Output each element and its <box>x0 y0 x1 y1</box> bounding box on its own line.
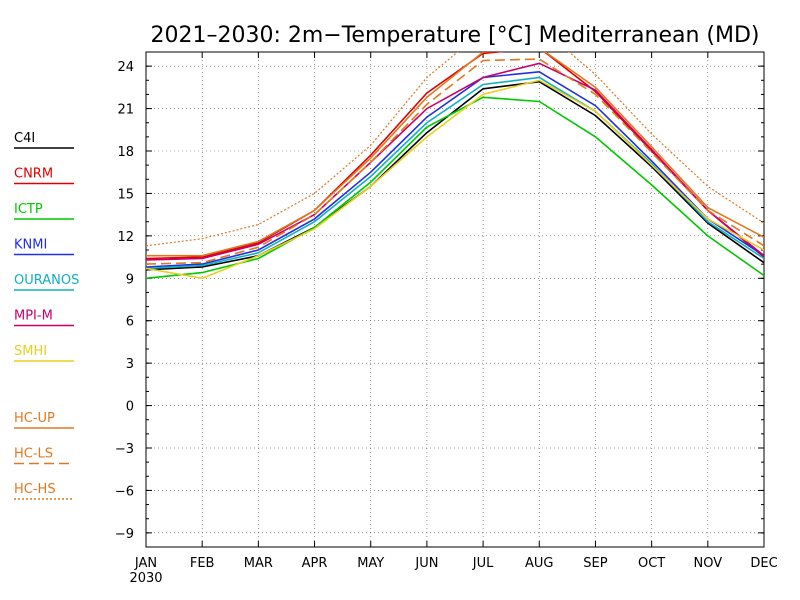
series-line-hc-ls <box>146 58 764 265</box>
series-line-mpi-m <box>146 62 764 261</box>
y-tick-label: 15 <box>117 187 134 202</box>
x-tick-label: DEC <box>750 556 777 571</box>
chart-title: 2021–2030: 2m−Temperature [°C] Mediterra… <box>150 23 759 48</box>
x-tick-label: AUG <box>525 556 553 571</box>
x-tick-label: JUN <box>414 556 438 571</box>
series-group <box>146 52 764 280</box>
y-tick-label: 24 <box>117 60 134 75</box>
y-tick-label: 18 <box>117 145 134 160</box>
x-tick-label: OCT <box>638 556 665 571</box>
x-axis-labels: JAN FEB MAR APR MAY JUN JUL AUG SEP OCT NOV DEC <box>134 556 778 571</box>
y-tick-label: 6 <box>126 315 134 330</box>
y-tick-label: 12 <box>117 230 134 245</box>
x-tick-label: MAR <box>244 556 273 571</box>
y-tick-label: 0 <box>126 400 134 415</box>
y-tick-label: 21 <box>117 103 134 118</box>
series-line-hc-hs <box>146 52 764 247</box>
series-line-smhi <box>146 79 764 280</box>
legend: C4I CNRM ICTP KNMI OURANOS MPI-M SMHI HC-UP HC-L… <box>14 131 79 500</box>
series-line-hc-up <box>146 52 764 257</box>
legend-label: CNRM <box>14 167 53 182</box>
y-tick-label: 9 <box>126 272 134 287</box>
legend-label: C4I <box>14 131 35 146</box>
legend-label: MPI-M <box>14 309 53 324</box>
y-tick-label: −3 <box>115 442 134 457</box>
x-tick-label: FEB <box>190 556 215 571</box>
y-tick-label: −9 <box>115 527 134 542</box>
legend-label: HC-LS <box>14 447 53 462</box>
plot-area <box>145 51 765 548</box>
legend-label: SMHI <box>14 344 47 359</box>
y-tick-label: −6 <box>115 484 134 499</box>
axis-ticks <box>145 51 765 548</box>
legend-label: HC-UP <box>14 411 55 426</box>
legend-label: OURANOS <box>14 273 79 288</box>
x-tick-label: JAN <box>134 556 157 571</box>
y-axis-labels: −9 −6 −3 0 3 6 9 12 15 18 21 24 <box>115 60 134 542</box>
x-tick-label: JUL <box>472 556 494 571</box>
x-tick-label: MAY <box>357 556 384 571</box>
x-axis-year-label: 2030 <box>129 571 162 586</box>
x-tick-label: NOV <box>694 556 723 571</box>
series-line-knmi <box>146 70 764 268</box>
x-tick-label: SEP <box>583 556 607 571</box>
y-tick-label: 3 <box>126 357 134 372</box>
grid <box>146 52 764 547</box>
series-line-ictp <box>146 96 764 280</box>
legend-label: ICTP <box>14 202 43 217</box>
legend-label: KNMI <box>14 238 47 253</box>
x-tick-label: APR <box>302 556 328 571</box>
series-line-c4i <box>146 80 764 271</box>
legend-label: HC-HS <box>14 482 56 497</box>
